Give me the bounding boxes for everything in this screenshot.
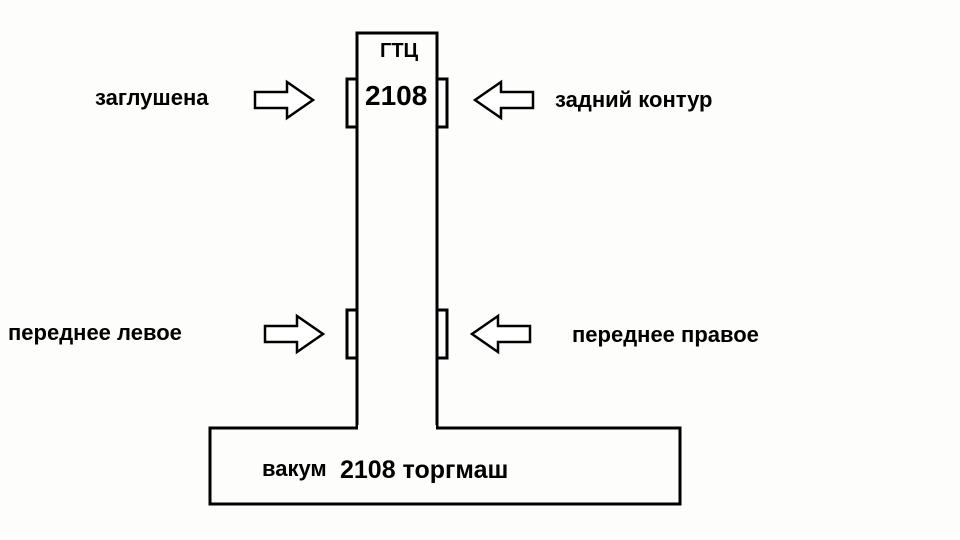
label-bottom-right: переднее правое [572,322,759,348]
base-label-right: 2108 торгмаш [340,456,508,485]
port-top-left [347,79,357,127]
port-bottom-right [437,310,447,358]
label-top-left: заглушена [95,85,209,111]
arrow-bottom-left [265,316,323,352]
label-top-right: задний контур [555,87,712,113]
arrow-bottom-right [472,316,530,352]
brake-cylinder-diagram: ГТЦ 2108 вакум 2108 торгмаш заглушена за… [0,0,960,535]
base-label-left: вакум [262,456,327,482]
arrow-top-right [475,82,533,118]
diagram-svg [0,0,960,535]
cylinder-label-model: 2108 [365,80,427,112]
port-top-right [437,79,447,127]
label-bottom-left: переднее левое [8,320,182,346]
cylinder-label-top: ГТЦ [380,40,418,63]
port-bottom-left [347,310,357,358]
arrow-top-left [255,82,313,118]
